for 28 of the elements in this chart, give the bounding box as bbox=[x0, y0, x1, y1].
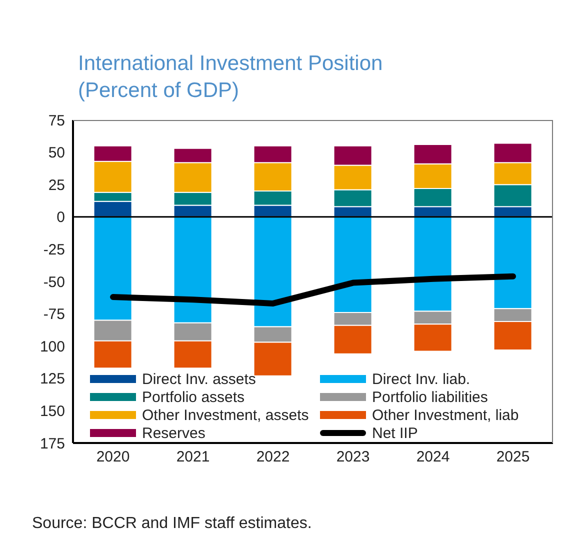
source-note: Source: BCCR and IMF staff estimates. bbox=[32, 515, 312, 533]
legend-label: Net IIP bbox=[372, 424, 418, 442]
y-tick-label: 125 bbox=[40, 370, 65, 388]
y-tick-label: 25 bbox=[48, 176, 65, 194]
chart-subtitle: (Percent of GDP) bbox=[78, 78, 240, 104]
x-tick-label: 2024 bbox=[416, 448, 450, 466]
legend-label: Other Investment, assets bbox=[142, 406, 309, 424]
y-tick-label: -75 bbox=[43, 306, 65, 324]
x-tick-label: 2023 bbox=[336, 448, 370, 466]
y-tick-label: 75 bbox=[48, 112, 65, 130]
y-tick-label: -25 bbox=[43, 242, 65, 259]
y-tick-label: -50 bbox=[43, 274, 65, 291]
legend-label: Portfolio assets bbox=[142, 388, 245, 406]
y-tick-label: 50 bbox=[48, 144, 65, 162]
y-tick-label: 0 bbox=[56, 209, 65, 226]
y-tick-label: 175 bbox=[40, 435, 65, 452]
x-tick-label: 2020 bbox=[96, 448, 130, 466]
legend-label: Other Investment, liab bbox=[372, 406, 519, 424]
x-tick-label: 2022 bbox=[256, 448, 290, 466]
y-tick-label: 100 bbox=[40, 338, 65, 356]
legend-label: Direct Inv. liab. bbox=[372, 370, 470, 388]
legend-label: Direct Inv. assets bbox=[142, 370, 256, 388]
x-tick-label: 2025 bbox=[496, 448, 530, 466]
y-tick-label: 150 bbox=[40, 403, 65, 420]
chart-title: International Investment Position bbox=[78, 51, 383, 77]
x-tick-label: 2021 bbox=[176, 448, 210, 466]
legend-label: Portfolio liabilities bbox=[372, 388, 488, 406]
legend-label: Reserves bbox=[142, 424, 206, 442]
